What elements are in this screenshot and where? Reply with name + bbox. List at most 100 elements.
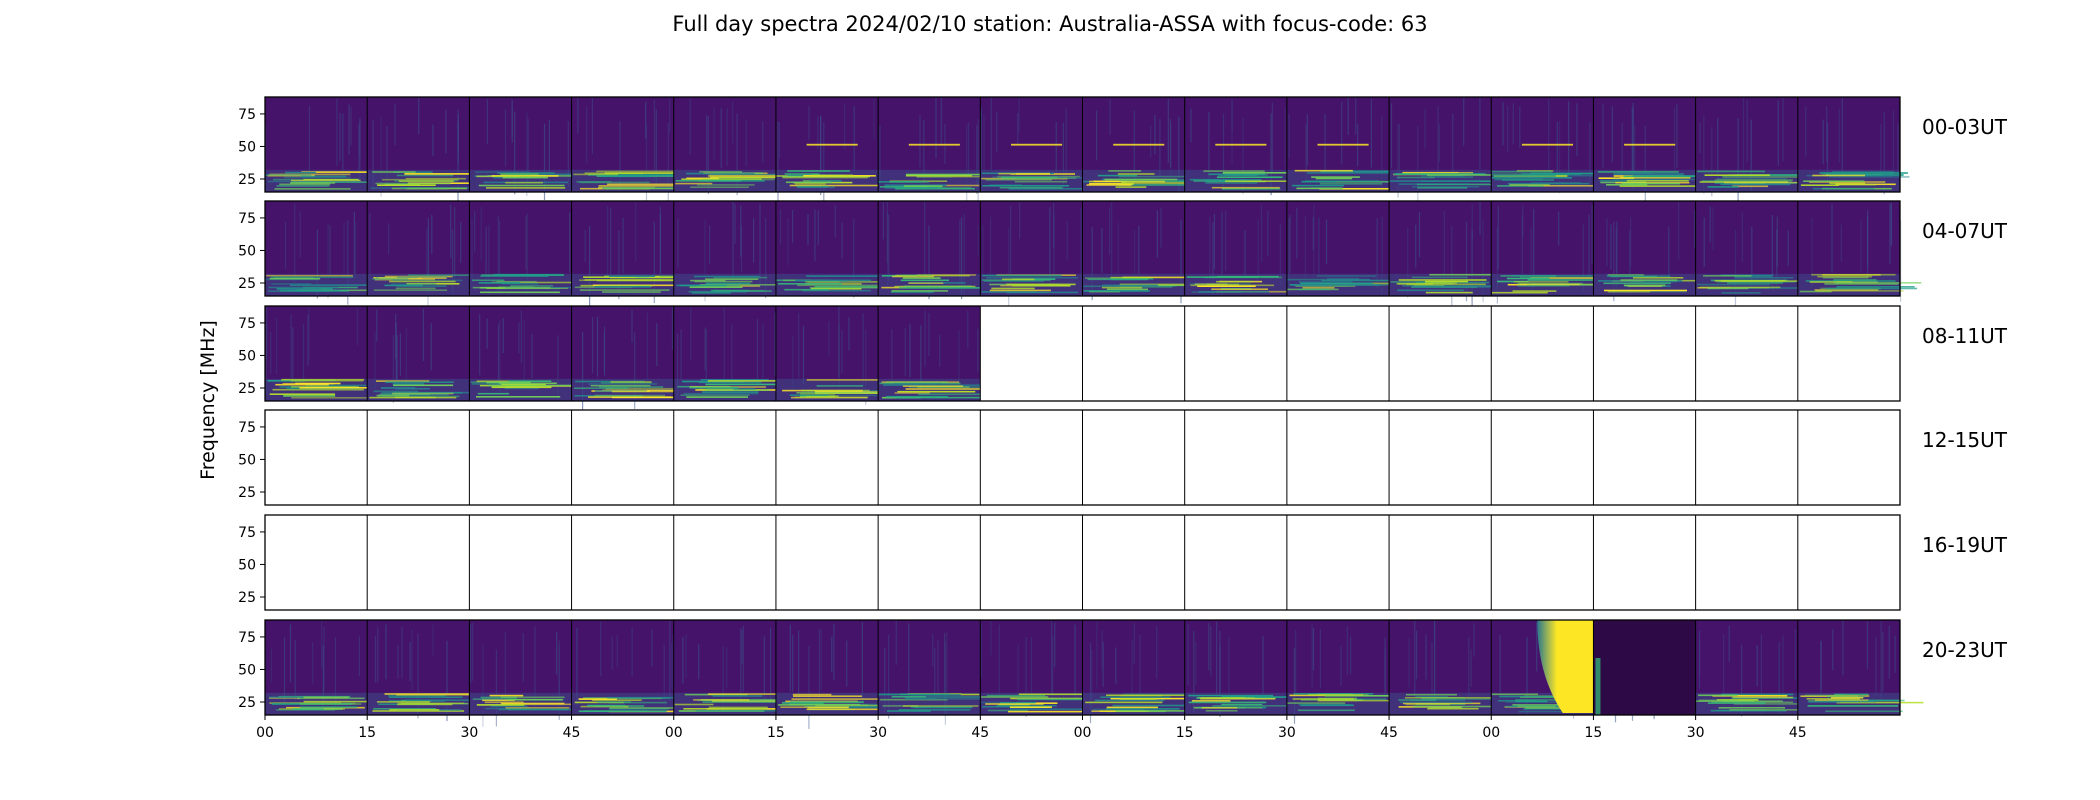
spectrum-panel bbox=[673, 97, 782, 196]
x-tick-label: 00 bbox=[1482, 725, 1500, 741]
spectrum-panel bbox=[980, 201, 1083, 311]
x-tick-label: 30 bbox=[460, 725, 478, 741]
chart-title: Full day spectra 2024/02/10 station: Aus… bbox=[672, 12, 1428, 36]
empty-panel bbox=[265, 515, 368, 610]
empty-panel bbox=[469, 515, 572, 610]
empty-panel bbox=[1184, 410, 1287, 505]
y-tick-label: 25 bbox=[238, 485, 256, 501]
x-tick-label: 15 bbox=[767, 725, 785, 741]
spectrum-panel bbox=[878, 97, 990, 205]
empty-panel bbox=[1491, 515, 1594, 610]
empty-panel bbox=[1082, 306, 1185, 401]
spectrum-panel bbox=[571, 306, 688, 416]
empty-panel bbox=[1082, 515, 1185, 610]
spectrum-panel bbox=[265, 620, 384, 715]
empty-panel bbox=[878, 515, 981, 610]
empty-panel bbox=[1184, 515, 1287, 610]
spectrum-panel bbox=[571, 620, 689, 715]
spectrum-panel bbox=[1491, 97, 1619, 194]
spectrum-panel bbox=[1286, 201, 1408, 296]
spectrum-panel bbox=[1082, 201, 1206, 304]
spectrum-panel bbox=[673, 201, 790, 302]
spectrum-panel bbox=[1389, 620, 1500, 715]
spectrum-panel bbox=[1389, 201, 1498, 310]
spectrum-panel bbox=[980, 97, 1099, 192]
y-tick-label: 75 bbox=[238, 630, 256, 646]
empty-panel bbox=[1389, 306, 1492, 401]
x-tick-label: 15 bbox=[358, 725, 376, 741]
spectrum-panel bbox=[1797, 97, 1910, 195]
y-tick-label: 50 bbox=[238, 557, 256, 573]
y-tick-label: 50 bbox=[238, 662, 256, 678]
spectrum-panel bbox=[1695, 620, 1818, 717]
x-tick-label: 15 bbox=[1585, 725, 1603, 741]
empty-panel bbox=[571, 515, 674, 610]
x-tick-label: 45 bbox=[563, 725, 581, 741]
spectrum-panel bbox=[469, 97, 587, 201]
empty-panel bbox=[1695, 410, 1798, 505]
spectrum-panel bbox=[980, 620, 1099, 718]
y-tick-label: 75 bbox=[238, 211, 256, 227]
row-label: 20-23UT bbox=[1922, 638, 2008, 662]
spectrum-panel bbox=[469, 201, 578, 296]
spectrum-panel bbox=[1491, 201, 1620, 304]
empty-panel bbox=[878, 410, 981, 505]
spectrum-panel bbox=[1286, 620, 1391, 724]
spectrum-panel bbox=[1184, 97, 1305, 196]
spectrum-panel bbox=[265, 201, 389, 305]
spectrum-panel bbox=[1082, 620, 1201, 724]
spectrum-panel bbox=[367, 306, 472, 403]
spectrum-panel bbox=[878, 620, 988, 725]
spectrum-panel bbox=[1286, 97, 1410, 193]
empty-panel bbox=[1082, 410, 1185, 505]
spectrum-panel bbox=[571, 201, 680, 308]
y-tick-label: 75 bbox=[238, 525, 256, 541]
empty-panel bbox=[469, 410, 572, 505]
spectrum-panel bbox=[367, 201, 484, 310]
spectrum-panel bbox=[673, 306, 794, 401]
y-tick-label: 50 bbox=[238, 348, 256, 364]
y-tick-label: 25 bbox=[238, 381, 256, 397]
y-tick-label: 25 bbox=[238, 695, 256, 711]
empty-panel bbox=[1593, 306, 1696, 401]
spectrum-panel bbox=[775, 306, 903, 405]
burst-event bbox=[1537, 620, 1696, 715]
x-tick-label: 00 bbox=[1074, 725, 1092, 741]
spectrum-panel bbox=[1593, 201, 1710, 302]
empty-panel bbox=[673, 515, 776, 610]
empty-panel bbox=[980, 410, 1083, 505]
empty-panel bbox=[980, 515, 1083, 610]
empty-panel bbox=[1389, 515, 1492, 610]
x-tick-label: 00 bbox=[665, 725, 683, 741]
empty-panel bbox=[775, 410, 879, 505]
y-tick-label: 75 bbox=[238, 316, 256, 332]
empty-panel bbox=[1491, 410, 1594, 505]
empty-panel bbox=[571, 410, 674, 505]
y-tick-label: 50 bbox=[238, 139, 256, 155]
empty-panel bbox=[1286, 515, 1390, 610]
empty-panel bbox=[1491, 306, 1594, 401]
y-tick-label: 25 bbox=[238, 276, 256, 292]
spectrum-panel bbox=[775, 201, 901, 298]
x-tick-label: 45 bbox=[1380, 725, 1398, 741]
spectrum-panel bbox=[775, 620, 894, 729]
x-tick-label: 30 bbox=[1687, 725, 1705, 741]
y-tick-label: 25 bbox=[238, 590, 256, 606]
empty-panel bbox=[1184, 306, 1287, 401]
x-tick-label: 00 bbox=[256, 725, 274, 741]
spectrum-panel bbox=[265, 97, 387, 192]
row-label: 04-07UT bbox=[1922, 219, 2008, 243]
spectrum-panel bbox=[367, 620, 488, 722]
row-label: 16-19UT bbox=[1922, 533, 2008, 557]
y-tick-label: 50 bbox=[238, 243, 256, 259]
y-tick-label: 75 bbox=[238, 107, 256, 123]
spectrum-panel bbox=[1797, 201, 1922, 302]
spectrum-panel bbox=[1695, 97, 1815, 203]
empty-panel bbox=[1389, 410, 1492, 505]
spectrum-panel bbox=[1695, 201, 1801, 306]
spectrum-panel bbox=[469, 306, 576, 401]
empty-panel bbox=[1797, 410, 1900, 505]
empty-panel bbox=[367, 515, 470, 610]
x-tick-label: 30 bbox=[869, 725, 887, 741]
